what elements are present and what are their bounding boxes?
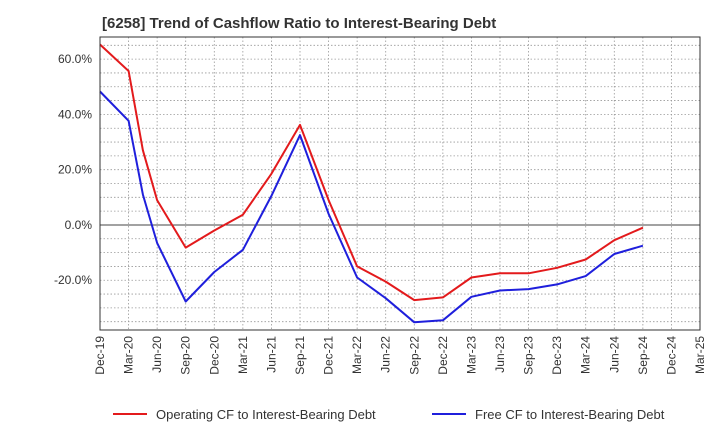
x-tick-label: Mar-22 [350, 336, 364, 374]
x-tick-label: Jun-24 [607, 336, 621, 373]
x-tick-label: Mar-24 [579, 336, 593, 374]
x-tick-label: Sep-24 [636, 336, 650, 375]
x-tick-label: Dec-20 [207, 336, 221, 375]
x-axis-tick-labels: Dec-19 Mar-20 Jun-20 Sep-20 Dec-20 Mar-21 Jun-… [93, 336, 707, 375]
legend-label: Operating CF to Interest-Bearing Debt [156, 407, 376, 422]
x-tick-label: Dec-24 [664, 336, 678, 375]
x-tick-label: Dec-22 [436, 336, 450, 375]
x-tick-label: Dec-23 [550, 336, 564, 375]
y-tick-label: -20.0% [54, 273, 92, 287]
x-tick-label: Mar-21 [236, 336, 250, 374]
x-tick-label: Dec-19 [93, 336, 107, 375]
x-tick-label: Mar-23 [464, 336, 478, 374]
free-cf-series-line [99, 90, 644, 324]
y-tick-label: 40.0% [58, 107, 92, 121]
x-tick-label: Sep-20 [179, 336, 193, 375]
y-axis-tick-labels: 60.0% 40.0% 20.0% 0.0% -20.0% [54, 52, 92, 287]
x-tick-label: Dec-21 [322, 336, 336, 375]
x-tick-label: Mar-25 [693, 336, 707, 374]
x-tick-label: Jun-22 [379, 336, 393, 373]
operating-cf-series-line [99, 43, 644, 302]
chart-title: [6258] Trend of Cashflow Ratio to Intere… [102, 15, 497, 32]
x-tick-label: Jun-21 [264, 336, 278, 373]
x-tick-label: Mar-20 [122, 336, 136, 374]
grid-lines [100, 37, 700, 330]
series-lines [99, 43, 644, 324]
x-tick-label: Jun-23 [493, 336, 507, 373]
y-tick-label: 0.0% [65, 218, 93, 232]
x-tick-label: Sep-22 [407, 336, 421, 375]
x-tick-label: Sep-21 [293, 336, 307, 375]
legend-label: Free CF to Interest-Bearing Debt [475, 407, 665, 422]
x-tick-label: Sep-23 [522, 336, 536, 375]
y-tick-label: 60.0% [58, 52, 92, 66]
x-tick-label: Jun-20 [150, 336, 164, 373]
y-tick-label: 20.0% [58, 163, 92, 177]
plot-area-frame [99, 36, 701, 331]
legend: Operating CF to Interest-Bearing Debt Fre… [113, 407, 665, 422]
